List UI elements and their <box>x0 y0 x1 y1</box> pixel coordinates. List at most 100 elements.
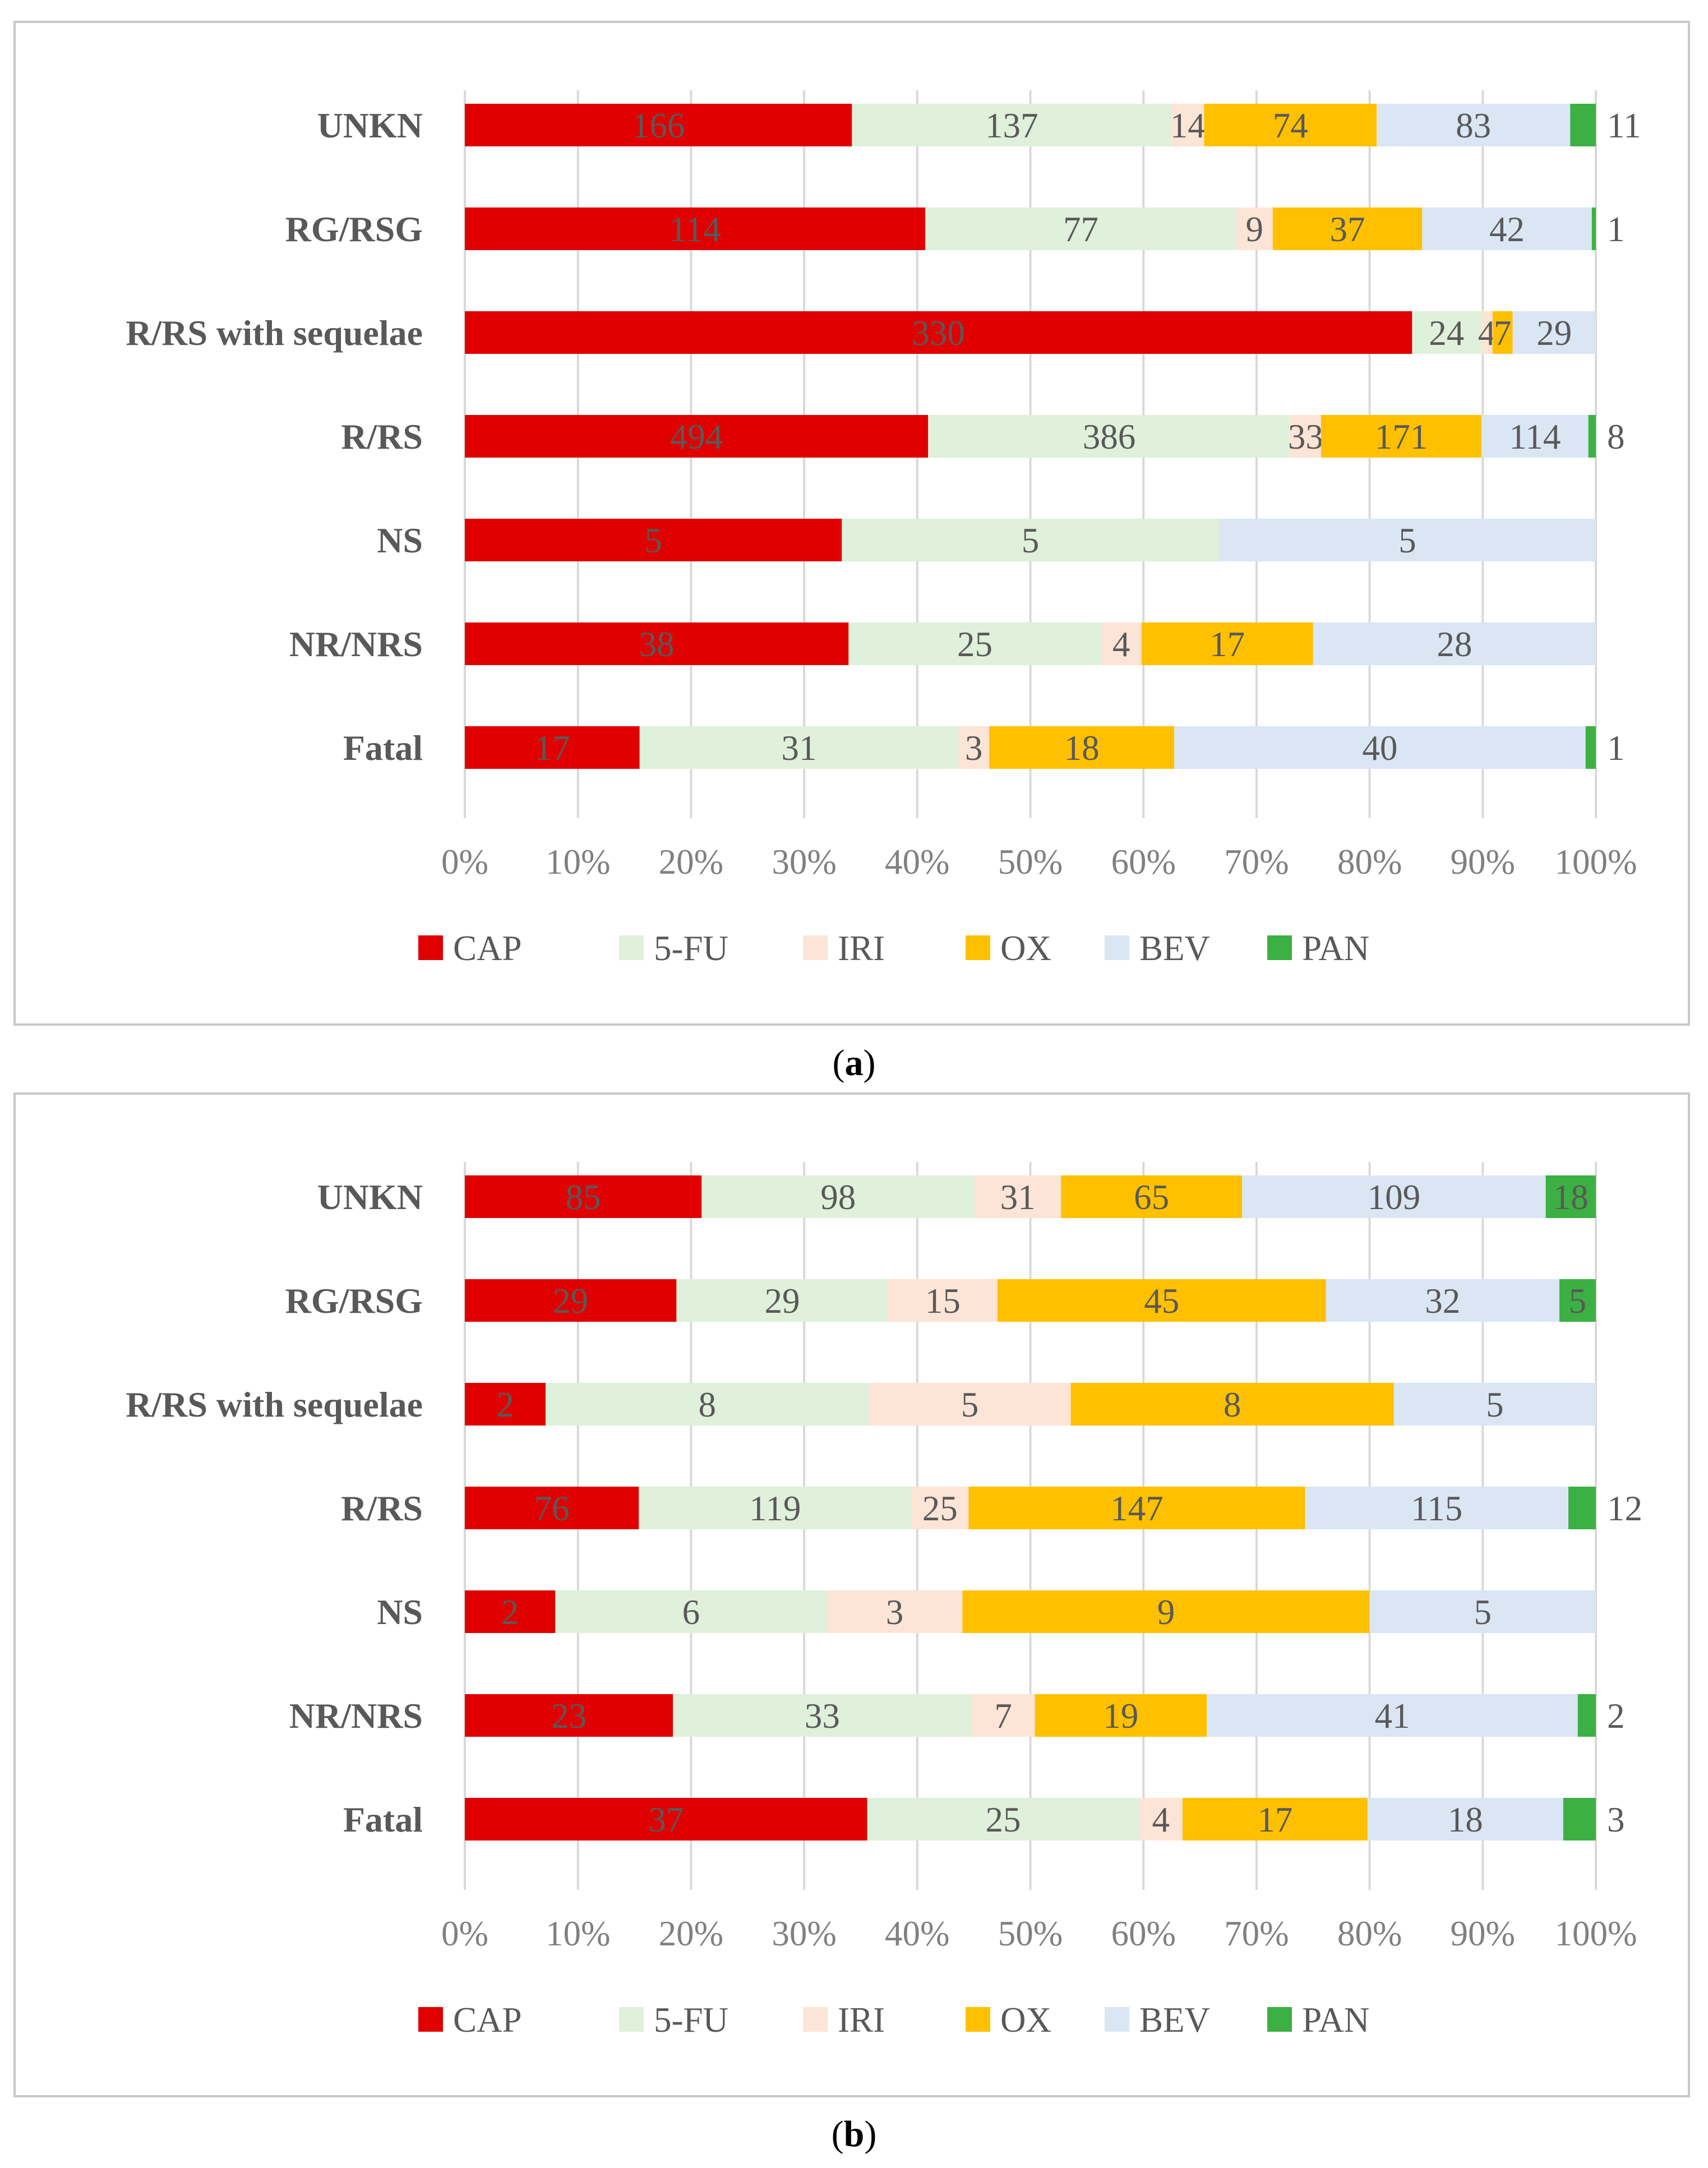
chart-a-bar-rg-rsg-pan <box>1591 207 1596 250</box>
chart-a-tick-label: 30% <box>772 842 836 882</box>
chart-b-value-label: 2 <box>501 1593 519 1632</box>
chart-b-bar-nr-nrs-cap <box>465 1694 673 1737</box>
chart-panel-b: UNKN 85 98 31 65 109 18 RG/RSG 29 29 15 45 32 5 R/RS w… <box>13 1092 1690 2097</box>
chart-b-legend-label-bev: BEV <box>1139 2000 1210 2040</box>
chart-a-bar-ns-bev <box>1218 519 1596 561</box>
chart-b-bar-unkn-5-fu <box>701 1175 975 1218</box>
caption-b-letter: b <box>843 2114 865 2155</box>
chart-b-value-label: 15 <box>925 1281 961 1321</box>
chart-a-tick-label: 20% <box>659 842 723 882</box>
chart-b-value-label: 18 <box>1553 1178 1589 1217</box>
chart-b-tick-label: 50% <box>998 1914 1063 1953</box>
chart-b-tick-label: 70% <box>1224 1914 1289 1953</box>
chart-a-value-label: 166 <box>632 106 685 145</box>
chart-a-bar-fatal-5-fu <box>639 726 959 769</box>
chart-a-category-label: R/RS with sequelae <box>126 313 423 353</box>
chart-b-bar-ns-5-fu <box>555 1590 827 1633</box>
chart-b-value-label: 3 <box>886 1593 904 1632</box>
chart-b-bar-r-rs-bev <box>1305 1487 1569 1529</box>
chart-b-bar-unkn-iri <box>975 1175 1061 1218</box>
chart-b-value-label: 25 <box>922 1489 958 1528</box>
chart-b-bar-ns-cap <box>465 1590 556 1633</box>
chart-a-bar-unkn-bev <box>1377 104 1571 146</box>
chart-b-bar-fatal-ox <box>1183 1798 1368 1841</box>
chart-a-value-label: 9 <box>1246 210 1264 249</box>
chart-b-bar-r-rs-with-sequelae-ox <box>1070 1383 1394 1426</box>
chart-panel-a: UNKN 166 137 14 74 83 11 RG/RSG 114 77 9 37 42 1 R/RS … <box>13 21 1690 1026</box>
chart-b-bar-r-rs-cap <box>465 1487 639 1529</box>
chart-b-legend-swatch-iri <box>803 2007 828 2032</box>
chart-b-tick-label: 40% <box>885 1914 949 1953</box>
chart-a-category-label: Fatal <box>343 728 423 768</box>
chart-a-value-label: 29 <box>1536 313 1572 353</box>
chart-a-category-label: NS <box>377 520 423 560</box>
chart-b-category-label: R/RS with sequelae <box>126 1385 423 1424</box>
chart-b-bar-nr-nrs-bev <box>1207 1694 1578 1737</box>
chart-b-legend-label-ox: OX <box>1000 2000 1051 2040</box>
caption-a-letter: a <box>844 1043 864 1083</box>
chart-b-value-label: 98 <box>820 1178 856 1217</box>
chart-b-bar-nr-nrs-5-fu <box>673 1694 972 1737</box>
chart-b-value-label: 8 <box>1224 1385 1241 1424</box>
chart-b-value-label: 31 <box>1000 1178 1036 1217</box>
chart-b-tick-label: 10% <box>546 1914 610 1953</box>
chart-a-value-label: 24 <box>1429 313 1464 353</box>
chart-a-bar-ns-5-fu <box>842 519 1219 561</box>
chart-b-legend-label-cap: CAP <box>453 2000 522 2040</box>
chart-a-value-label: 5 <box>1398 521 1416 560</box>
chart-a-bar-unkn-iri <box>1171 104 1204 146</box>
chart-a-category-label: UNKN <box>317 105 423 145</box>
chart-b-bar-ns-iri <box>827 1590 963 1633</box>
chart-a-tick-label: 50% <box>998 842 1063 882</box>
chart-a-value-label: 38 <box>639 625 675 664</box>
chart-a-value-label: 114 <box>670 210 721 249</box>
chart-a-legend-swatch-ox <box>966 935 990 960</box>
chart-b-tick-label: 0% <box>441 1914 488 1953</box>
chart-a-value-label: 3 <box>965 728 983 768</box>
chart-a-legend-swatch-bev <box>1105 935 1129 960</box>
chart-a-category-label: R/RS <box>341 417 423 456</box>
chart-a-legend-label-5-fu: 5-FU <box>654 929 728 968</box>
chart-b-bar-nr-nrs-pan <box>1577 1694 1596 1737</box>
chart-a-value-label: 494 <box>670 417 723 456</box>
chart-a-bar-r-rs-pan <box>1588 415 1596 458</box>
chart-a-bar-r-rs-cap <box>465 415 929 458</box>
chart-a-value-label: 17 <box>534 728 570 768</box>
caption-a: (a) <box>832 1043 876 1083</box>
chart-b-value-label: 19 <box>1103 1696 1138 1736</box>
chart-b-value-label: 37 <box>648 1800 684 1839</box>
chart-b-bar-r-rs-5-fu <box>639 1487 912 1529</box>
chart-a-value-label: 33 <box>1288 417 1323 456</box>
chart-b-legend-label-iri: IRI <box>838 2000 885 2040</box>
chart-b-value-label: 2 <box>496 1385 514 1424</box>
chart-a-value-label: 1 <box>1607 728 1625 768</box>
chart-b-value-label: 45 <box>1144 1281 1179 1321</box>
chart-a-legend-label-pan: PAN <box>1302 929 1369 968</box>
chart-b-bar-rg-rsg-cap <box>465 1279 677 1322</box>
chart-a-bar-fatal-pan <box>1585 726 1596 769</box>
chart-a-category-label: RG/RSG <box>285 209 423 249</box>
chart-b-category-label: Fatal <box>343 1800 423 1839</box>
chart-b-legend-swatch-bev <box>1105 2007 1129 2032</box>
chart-b-value-label: 65 <box>1134 1178 1169 1217</box>
chart-b-bar-unkn-ox <box>1061 1175 1243 1218</box>
chart-b-bar-r-rs-with-sequelae-cap <box>465 1383 546 1426</box>
chart-a-value-label: 137 <box>985 106 1038 145</box>
chart-a-bar-ns-cap <box>465 519 842 561</box>
chart-b-value-label: 12 <box>1607 1489 1642 1528</box>
chart-b-legend-swatch-5-fu <box>619 2007 644 2032</box>
chart-a-value-label: 8 <box>1607 417 1625 456</box>
chart-b-value-label: 4 <box>1152 1800 1170 1839</box>
chart-a-bar-unkn-ox <box>1204 104 1377 146</box>
chart-b-bar-ns-bev <box>1369 1590 1596 1633</box>
chart-b-category-label: NS <box>377 1592 423 1632</box>
chart-a-bar-nr-nrs-ox <box>1141 622 1313 665</box>
chart-a-value-label: 17 <box>1210 625 1245 664</box>
chart-b-bar-nr-nrs-iri <box>971 1694 1035 1737</box>
chart-b-bar-fatal-iri <box>1139 1798 1183 1841</box>
chart-b-value-label: 5 <box>1569 1281 1587 1321</box>
chart-a-value-label: 330 <box>912 313 965 353</box>
chart-b-bar-nr-nrs-ox <box>1035 1694 1207 1737</box>
chart-b-value-label: 147 <box>1110 1489 1164 1528</box>
chart-a-value-label: 40 <box>1362 728 1397 768</box>
